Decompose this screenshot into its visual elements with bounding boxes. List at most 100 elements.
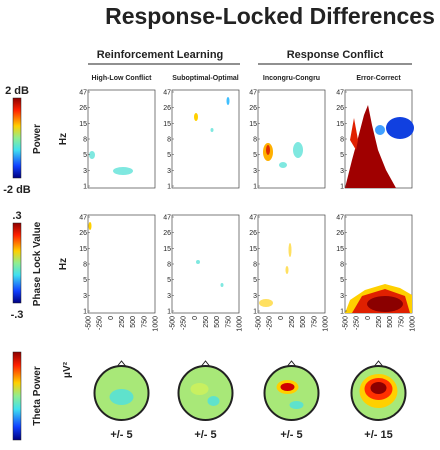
heat-blob: [259, 299, 273, 307]
heat-blob: [88, 222, 92, 230]
title: Response-Locked Differences: [105, 3, 435, 29]
heat-blob: [279, 162, 287, 168]
heat-blob: [345, 105, 396, 188]
topo-scale: +/- 5: [110, 429, 132, 441]
y-tick-label: 5: [253, 152, 257, 159]
y-tick-label: 47: [336, 90, 344, 97]
x-tick-label: 1000: [237, 316, 244, 332]
x-tick-label: 1000: [153, 316, 160, 332]
column-header: Suboptimal-Optimal: [172, 75, 239, 82]
heat-blob: [375, 125, 385, 135]
x-tick-label: 250: [119, 316, 126, 328]
y-tick-label: 26: [249, 230, 257, 237]
topo-map: [276, 380, 304, 409]
row-label: Theta Power: [32, 366, 43, 426]
group-label: Response Conflict: [287, 49, 384, 61]
unit-label: μV²: [62, 361, 73, 378]
y-tick-label: 1: [253, 184, 257, 191]
column-header: High-Low Conflict: [92, 75, 153, 82]
topo-scale: +/- 15: [364, 429, 392, 441]
panel: [171, 89, 240, 189]
y-tick-label: 3: [167, 293, 171, 300]
color-bar-min: -.3: [11, 309, 24, 321]
x-tick-label: 250: [289, 316, 296, 328]
y-tick-label: 5: [253, 277, 257, 284]
heat-blob: [293, 142, 303, 158]
y-tick-label: 8: [340, 262, 344, 269]
heat-blob: [113, 167, 133, 175]
y-tick-label: 47: [249, 90, 257, 97]
y-tick-label: 26: [163, 105, 171, 112]
y-tick-label: 15: [249, 121, 257, 128]
y-tick-label: 5: [167, 152, 171, 159]
x-tick-label: 0: [108, 316, 115, 320]
y-tick-label: 3: [253, 293, 257, 300]
y-tick-label: 47: [336, 215, 344, 222]
color-bar: [12, 222, 22, 304]
y-tick-label: 15: [336, 246, 344, 253]
y-tick-label: 1: [340, 309, 344, 316]
row-label: Power: [32, 124, 43, 154]
x-tick-label: 1000: [410, 316, 417, 332]
panel: [257, 89, 326, 189]
row-label: Phase Lock Value: [32, 221, 43, 306]
y-tick-label: 47: [163, 90, 171, 97]
y-tick-label: 5: [340, 152, 344, 159]
x-tick-label: 750: [225, 316, 232, 328]
x-tick-label: 750: [141, 316, 148, 328]
x-tick-label: -250: [181, 316, 188, 330]
x-tick-label: 750: [398, 316, 405, 328]
color-bar-min: -2 dB: [3, 184, 31, 196]
heat-blob: [288, 243, 292, 257]
y-tick-label: 47: [163, 215, 171, 222]
y-tick-label: 8: [167, 262, 171, 269]
y-tick-label: 15: [79, 121, 87, 128]
x-tick-label: -500: [343, 316, 350, 330]
group-label: Reinforcement Learning: [97, 49, 224, 61]
y-tick-label: 8: [253, 262, 257, 269]
y-tick-label: 5: [167, 277, 171, 284]
y-tick-label: 47: [79, 215, 87, 222]
x-tick-label: 0: [278, 316, 285, 320]
x-tick-label: 500: [130, 316, 137, 328]
heat-blob: [285, 266, 289, 274]
y-tick-label: 3: [83, 293, 87, 300]
y-tick-label: 8: [83, 137, 87, 144]
y-tick-label: 26: [79, 230, 87, 237]
topo-blob: [289, 401, 304, 409]
x-tick-label: 500: [387, 316, 394, 328]
heat-blob: [367, 296, 403, 312]
y-tick-label: 15: [163, 246, 171, 253]
y-tick-label: 47: [249, 215, 257, 222]
column-header: Incongru-Congru: [263, 75, 320, 82]
heat-blob: [386, 117, 414, 139]
y-tick-label: 47: [79, 90, 87, 97]
topo-scale: +/- 5: [280, 429, 302, 441]
y-tick-label: 1: [340, 184, 344, 191]
column-header: Error-Correct: [356, 75, 401, 82]
y-tick-label: 1: [83, 309, 87, 316]
y-tick-label: 26: [249, 105, 257, 112]
y-tick-label: 3: [253, 168, 257, 175]
y-tick-label: 8: [340, 137, 344, 144]
x-tick-label: -250: [97, 316, 104, 330]
y-tick-label: 15: [79, 246, 87, 253]
topo-map: [109, 389, 134, 405]
heat-blob: [350, 118, 358, 150]
x-tick-label: -250: [267, 316, 274, 330]
panel: [171, 214, 240, 314]
x-tick-label: 250: [376, 316, 383, 328]
heat-blob: [266, 145, 270, 155]
x-tick-label: 0: [365, 316, 372, 320]
topo-map: [190, 383, 220, 406]
x-tick-label: 500: [300, 316, 307, 328]
color-bar: [12, 97, 22, 179]
y-tick-label: 26: [336, 230, 344, 237]
y-tick-label: 1: [83, 184, 87, 191]
topo-blob: [207, 396, 220, 406]
topo-blob: [280, 383, 295, 391]
y-tick-label: 3: [340, 168, 344, 175]
y-tick-label: 5: [83, 152, 87, 159]
y-tick-label: 3: [340, 293, 344, 300]
